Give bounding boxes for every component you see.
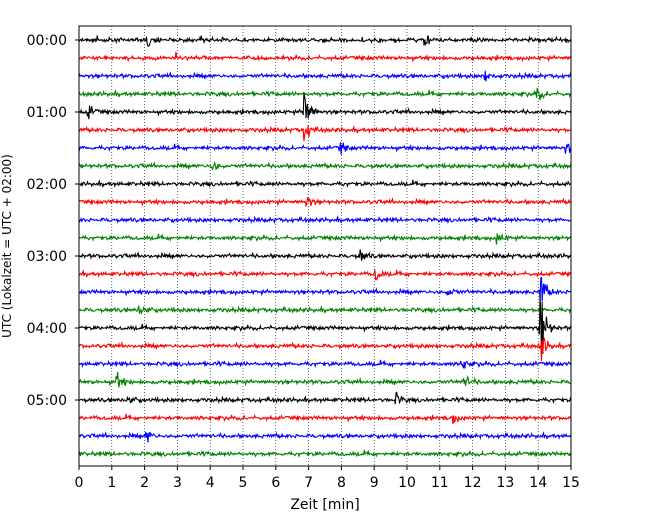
x-tick-label: 11 — [431, 475, 449, 491]
trace-line — [78, 142, 572, 155]
trace-line — [78, 276, 572, 302]
x-tick-label: 2 — [140, 475, 149, 491]
x-tick-label: 0 — [75, 475, 84, 491]
y-tick-label: 05:00 — [27, 393, 67, 409]
seismic-traces — [78, 35, 572, 459]
trace-line — [78, 359, 572, 369]
trace-line — [78, 125, 572, 142]
x-tick-label: 7 — [304, 475, 313, 491]
y-axis-ticks: 00:00 01:00 02:00 03:00 04:00 05:00 — [27, 33, 79, 409]
x-tick-label: 13 — [496, 475, 514, 491]
x-tick-label: 8 — [337, 475, 346, 491]
x-tick-label: 1 — [107, 475, 116, 491]
trace-line — [78, 269, 572, 282]
y-tick-label: 04:00 — [27, 321, 67, 337]
trace-line — [78, 87, 572, 101]
x-tick-label: 15 — [562, 475, 580, 491]
trace-line — [78, 337, 572, 362]
trace-line — [78, 249, 572, 261]
x-axis-ticks: 0 1 2 3 4 5 6 7 8 9 10 11 12 13 14 15 — [75, 466, 580, 491]
x-tick-label: 9 — [370, 475, 379, 491]
trace-line — [78, 93, 572, 120]
x-tick-label: 6 — [271, 475, 280, 491]
x-tick-label: 14 — [529, 475, 547, 491]
trace-line — [78, 305, 572, 315]
trace-line — [78, 161, 572, 171]
x-tick-label: 10 — [398, 475, 416, 491]
trace-line — [78, 233, 572, 245]
trace-line — [78, 371, 572, 388]
y-tick-label: 02:00 — [27, 177, 67, 193]
trace-line — [78, 51, 572, 63]
trace-line — [78, 431, 572, 443]
x-tick-label: 3 — [173, 475, 182, 491]
trace-line — [78, 197, 572, 208]
x-tick-label: 4 — [206, 475, 215, 491]
trace-line — [78, 179, 572, 189]
x-axis-label: Zeit [min] — [290, 497, 359, 513]
x-tick-label: 5 — [239, 475, 248, 491]
plot-frame — [78, 25, 572, 467]
plot-background — [79, 26, 571, 466]
trace-line — [78, 215, 572, 225]
trace-line — [78, 70, 572, 82]
y-tick-label: 01:00 — [27, 105, 67, 121]
trace-line — [78, 413, 572, 424]
x-tick-label: 12 — [464, 475, 482, 491]
y-tick-label: 00:00 — [27, 33, 67, 49]
y-axis-label: UTC (Lokalzeit = UTC + 02:00) — [0, 154, 14, 338]
trace-line — [78, 449, 572, 459]
y-tick-label: 03:00 — [27, 249, 67, 265]
trace-line — [78, 391, 572, 405]
trace-line — [78, 295, 572, 356]
trace-line — [78, 35, 572, 47]
